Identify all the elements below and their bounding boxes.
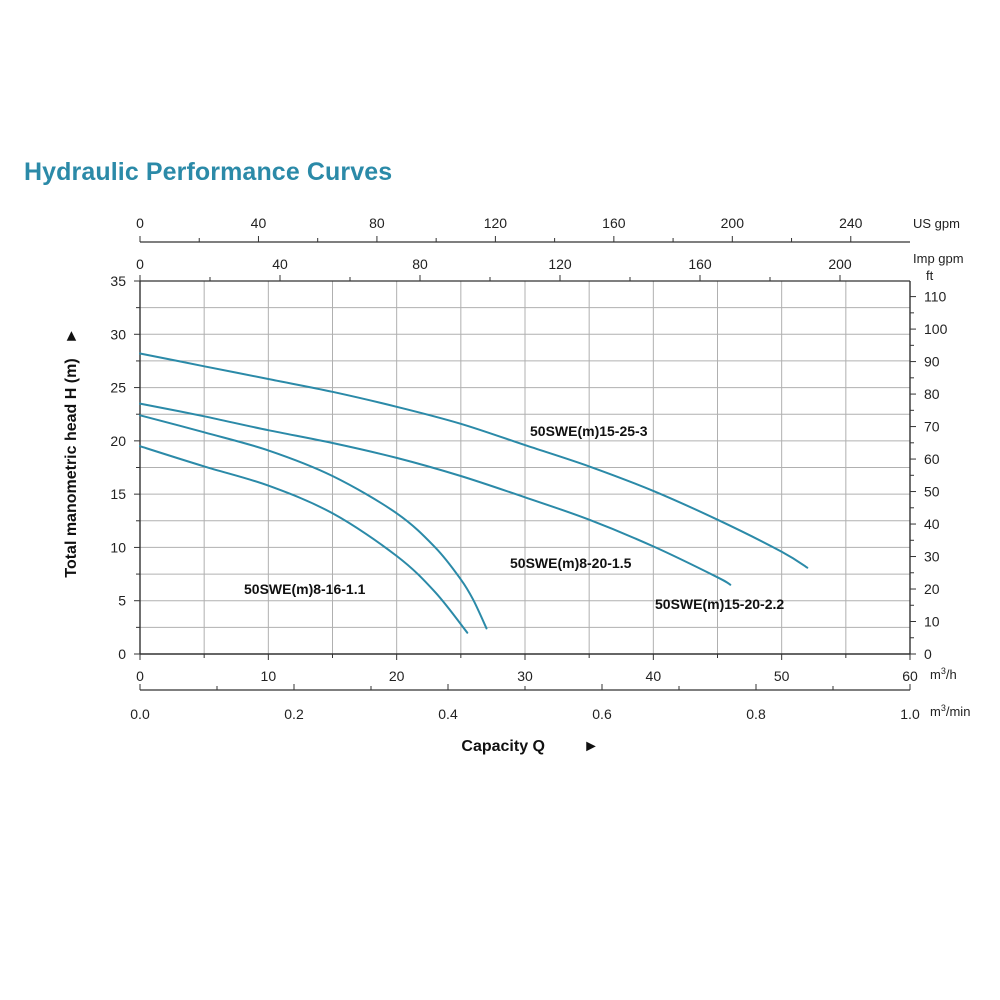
us-tick-label: 80 (369, 215, 385, 231)
imp-tick-label: 0 (136, 256, 144, 272)
ft-tick-label: 100 (924, 321, 948, 337)
x-tick-label: 30 (517, 668, 533, 684)
m3min-unit-label: m3/min (930, 703, 970, 719)
curves (139, 352, 809, 634)
ft-tick-label: 80 (924, 386, 940, 402)
m3min-tick-label: 0.0 (130, 706, 150, 722)
y-tick-label: 35 (110, 273, 126, 289)
curve-50SWE(m)8-16-1.1 (139, 445, 469, 634)
ft-tick-label: 20 (924, 581, 940, 597)
imp-unit-label: Imp gpm (913, 251, 964, 266)
curve-50SWE(m)15-25-3 (139, 352, 809, 569)
imp-tick-label: 40 (272, 256, 288, 272)
axes: 0 5 10 15 20 25 30 35 0 10 20 30 40 50 60 m3/h 0.0 0.2 0.4… (110, 215, 970, 722)
m3min-tick-label: 0.8 (746, 706, 766, 722)
series-label: 50SWE(m)15-20-2.2 (655, 596, 784, 612)
imp-tick-label: 120 (548, 256, 572, 272)
y-axis-label: Total manometric head H (m) (63, 358, 80, 577)
m3min-tick-label: 1.0 (900, 706, 920, 722)
y-tick-label: 10 (110, 539, 126, 555)
ft-tick-label: 0 (924, 646, 932, 662)
imp-tick-label: 80 (412, 256, 428, 272)
ft-tick-label: 40 (924, 516, 940, 532)
x-unit-label: m3/h (930, 666, 957, 682)
chart-title: Hydraulic Performance Curves (24, 158, 393, 186)
y-tick-label: 25 (110, 380, 126, 396)
x-tick-label: 40 (646, 668, 662, 684)
y-tick-label: 20 (110, 433, 126, 449)
x-tick-label: 10 (261, 668, 277, 684)
y-axis-title: Total manometric head H (m) ► (63, 328, 80, 578)
m3min-tick-label: 0.6 (592, 706, 612, 722)
ft-tick-label: 50 (924, 484, 940, 500)
ft-tick-label: 110 (924, 289, 947, 305)
curve-50SWE(m)15-20-2.2 (139, 402, 732, 586)
us-tick-label: 200 (721, 215, 745, 231)
x-tick-label: 20 (389, 668, 405, 684)
us-tick-label: 240 (839, 215, 863, 231)
x-tick-label: 60 (902, 668, 918, 684)
grid (140, 280, 910, 654)
x-axis-arrow: ► (583, 738, 599, 755)
ft-unit-label: ft (926, 268, 934, 283)
ft-tick-label: 10 (924, 614, 940, 630)
labels: Capacity Q ► Total manometric head H (m) ► 5… (63, 328, 784, 755)
m3min-tick-label: 0.2 (284, 706, 304, 722)
us-tick-label: 160 (602, 215, 626, 231)
x-axis-label: Capacity Q (461, 738, 545, 755)
x-tick-label: 0 (136, 668, 144, 684)
y-tick-label: 15 (110, 486, 126, 502)
us-unit-label: US gpm (913, 216, 960, 231)
ft-tick-label: 90 (924, 354, 940, 370)
series-label: 50SWE(m)8-20-1.5 (510, 555, 632, 571)
y-tick-label: 30 (110, 326, 126, 342)
ft-tick-label: 60 (924, 451, 940, 467)
y-tick-label: 5 (118, 593, 126, 609)
y-axis-arrow: ► (63, 328, 80, 344)
us-tick-label: 120 (484, 215, 508, 231)
series-label: 50SWE(m)15-25-3 (530, 423, 648, 439)
imp-tick-label: 200 (828, 256, 852, 272)
ft-tick-label: 70 (924, 419, 940, 435)
m3min-tick-label: 0.4 (438, 706, 458, 722)
curve-50SWE(m)8-20-1.5 (139, 414, 488, 630)
imp-tick-label: 160 (688, 256, 712, 272)
us-tick-label: 0 (136, 215, 144, 231)
us-tick-label: 40 (251, 215, 267, 231)
ft-tick-label: 30 (924, 549, 940, 565)
series-label: 50SWE(m)8-16-1.1 (244, 581, 366, 597)
x-tick-label: 50 (774, 668, 790, 684)
y-tick-label: 0 (118, 646, 126, 662)
